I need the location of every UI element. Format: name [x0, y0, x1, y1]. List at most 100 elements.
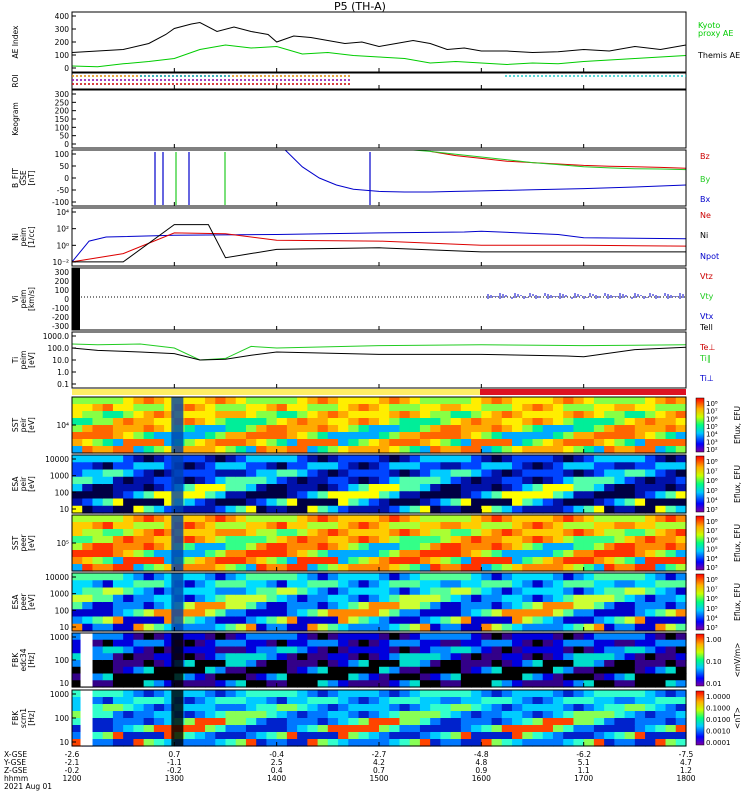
- fbk2-cell: [153, 718, 165, 726]
- sst2-cell: [215, 529, 227, 537]
- esa2-cell: [419, 580, 431, 589]
- sst1-cell: [112, 425, 124, 433]
- fbk2-cell: [348, 704, 360, 712]
- fbk1-cell: [266, 639, 278, 648]
- sst2-cbar-label: 10⁸: [706, 518, 718, 526]
- esa2-cell: [522, 594, 534, 603]
- esa1-cell: [491, 498, 503, 507]
- esa2-cell: [82, 587, 94, 596]
- esa1-cell: [491, 476, 503, 485]
- sst2-cell: [532, 557, 544, 565]
- sst2-cell: [317, 564, 329, 572]
- fbk1-cell: [123, 653, 134, 661]
- fbk2-cell: [604, 704, 615, 712]
- esa1-cell: [215, 484, 227, 492]
- sst1-cell: [552, 446, 564, 454]
- sst1-cell: [368, 418, 380, 426]
- esa1-cell: [542, 505, 554, 514]
- xaxis-tick-4-0: -4.8: [474, 750, 489, 759]
- sst2-cell: [399, 557, 411, 565]
- sst1-cell: [123, 439, 134, 447]
- sst1-cell: [235, 404, 247, 412]
- esa1-cell: [655, 505, 667, 514]
- fbk2-cell: [460, 711, 472, 719]
- esa2-cell: [655, 573, 667, 581]
- esa1-cell: [348, 505, 360, 514]
- fbk2-cell: [256, 704, 268, 712]
- fbk1-cell: [266, 646, 278, 654]
- ylabel-sst2: peer: [19, 534, 28, 552]
- sst2-cell: [450, 557, 462, 565]
- esa2-cell: [368, 573, 380, 581]
- esa1-cell: [675, 455, 687, 463]
- sst1-cell: [481, 439, 493, 447]
- fbk2-cell: [563, 725, 575, 733]
- esa2-cell: [184, 609, 196, 618]
- sst1-cell: [164, 411, 175, 419]
- sst1-cell: [215, 432, 227, 440]
- sst1-cell: [645, 411, 656, 419]
- fbk2-cell: [522, 718, 534, 726]
- fbk2-cell: [102, 690, 114, 698]
- sst1-cell: [184, 425, 196, 433]
- sst2-cell: [112, 522, 124, 530]
- fbk1-cell: [297, 639, 308, 648]
- fbk1-cell: [634, 646, 646, 654]
- esa1-cell: [430, 455, 441, 463]
- sst2-cell: [358, 529, 370, 537]
- fbk1-cell: [645, 660, 656, 668]
- fbk1-cell: [153, 660, 165, 668]
- esa2-cell: [471, 587, 482, 596]
- fbk2-cell: [419, 697, 431, 705]
- sst2-cell: [307, 543, 319, 551]
- sst2-cell: [389, 522, 401, 530]
- sst2-cell: [82, 550, 94, 558]
- fbk1-cell: [440, 680, 452, 688]
- sst1-cell: [215, 404, 227, 412]
- sst2-cell: [379, 529, 390, 537]
- sst1-cell: [624, 446, 636, 454]
- esa2-cell: [399, 623, 411, 632]
- fbk1-cell: [143, 666, 155, 675]
- fbk1-cell: [286, 660, 298, 668]
- fbk2-cell: [266, 725, 278, 733]
- sst1-cell: [266, 425, 278, 433]
- fbk2-cell: [399, 718, 411, 726]
- ytick-label-bfit: 50: [59, 162, 69, 171]
- sst1-cell: [532, 411, 544, 419]
- sst2-cell: [143, 536, 155, 544]
- esa2-cell: [112, 580, 124, 589]
- esa1-cell: [143, 505, 155, 514]
- sst2-cell: [368, 550, 380, 558]
- fbk1-cell: [389, 639, 401, 648]
- sst1-cell: [471, 432, 482, 440]
- sst1-cell: [532, 425, 544, 433]
- sst2-cell: [675, 564, 687, 572]
- fbk2-cell: [307, 697, 319, 705]
- fbk2-cell: [645, 732, 656, 740]
- esa1-cell: [409, 462, 421, 471]
- fbk2-cell: [164, 690, 175, 698]
- xaxis-tick-0-3: 1200: [62, 774, 81, 783]
- sst1-cell: [123, 411, 134, 419]
- esa1-cell: [123, 491, 134, 500]
- fbk2-cell: [501, 697, 513, 705]
- fbk1-cell: [297, 646, 308, 654]
- fbk1-cell: [522, 646, 534, 654]
- sst2-cell: [573, 536, 585, 544]
- sst2-cell: [348, 543, 360, 551]
- fbk1-cell: [317, 633, 329, 641]
- esa2-cell: [338, 602, 349, 610]
- fbk1-cell: [225, 639, 237, 648]
- fbk1-cell: [552, 633, 564, 641]
- fbk2-cell: [266, 697, 278, 705]
- fbk2-cell: [307, 725, 319, 733]
- esa1-cell: [368, 469, 380, 478]
- sst1-cell: [542, 397, 554, 405]
- esa1-cell: [286, 491, 298, 500]
- ytick-label-ae: 300: [55, 25, 70, 34]
- sst2-cell: [491, 536, 503, 544]
- sst2-cell: [205, 522, 216, 530]
- sst1-cell: [532, 432, 544, 440]
- esa2-cell: [624, 623, 636, 632]
